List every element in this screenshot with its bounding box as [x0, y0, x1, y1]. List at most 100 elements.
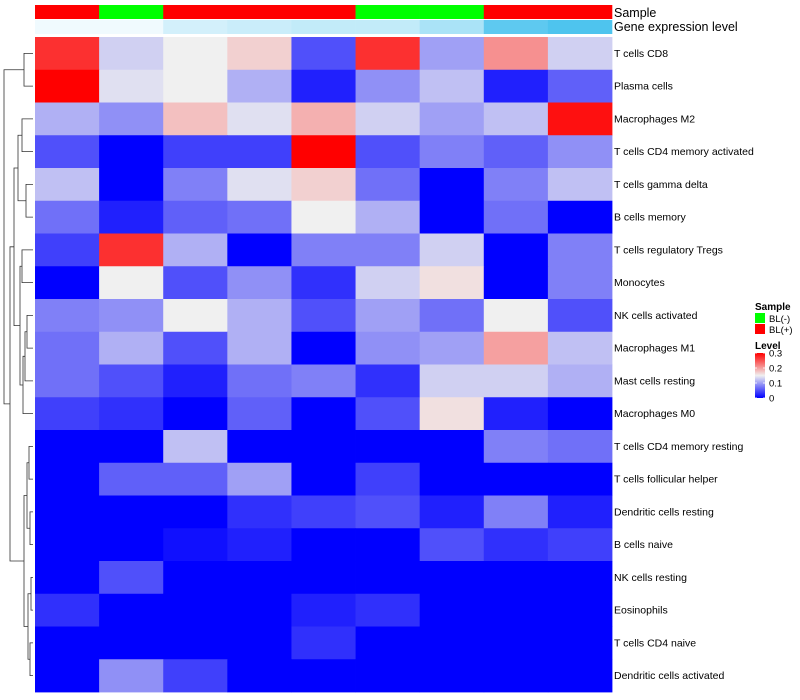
heatmap-cell — [547, 561, 613, 595]
legend-swatch-bl-pos — [755, 324, 765, 334]
heatmap-cell — [419, 331, 485, 365]
sample-annotation-cell — [547, 5, 613, 19]
heatmap-cell — [99, 200, 164, 234]
row-label: Macrophages M0 — [614, 408, 695, 420]
sample-annotation-cell — [99, 5, 164, 19]
heatmap-cell — [419, 561, 485, 595]
heatmap-cell — [99, 69, 164, 103]
legend-tick-label: 0 — [769, 394, 774, 405]
sample-annotation-cell — [227, 5, 292, 19]
heatmap-cell — [35, 200, 100, 234]
heatmap-cell — [355, 102, 421, 136]
heatmap-cell — [163, 528, 228, 562]
heatmap-cell — [483, 462, 549, 496]
heatmap-cell — [35, 37, 100, 71]
legend-swatch-bl-neg — [755, 313, 765, 323]
expression-annotation-title: Gene expression level — [614, 20, 738, 34]
heatmap-cell — [483, 299, 549, 333]
row-label: T cells CD4 memory activated — [614, 146, 754, 158]
row-label: Plasma cells — [614, 81, 673, 93]
heatmap-cell — [355, 200, 421, 234]
heatmap-cell — [355, 626, 421, 660]
heatmap-cell — [419, 659, 485, 693]
heatmap-cell — [227, 69, 292, 103]
heatmap-cell — [547, 430, 613, 464]
heatmap-cell — [35, 561, 100, 595]
heatmap-cell — [227, 37, 292, 71]
heatmap-cell — [291, 626, 356, 660]
dendrogram-branch — [26, 462, 30, 529]
heatmap-cell — [291, 397, 356, 431]
dendrogram-branch — [29, 642, 33, 677]
heatmap-cell — [419, 528, 485, 562]
heatmap-cell — [35, 331, 100, 365]
heatmap-cell — [163, 37, 228, 71]
heatmap-cell — [35, 233, 100, 267]
heatmap-cell — [99, 659, 164, 693]
dendrogram-branch — [3, 69, 24, 405]
heatmap-cell — [547, 659, 613, 693]
heatmap-cell — [227, 200, 292, 234]
heatmap-cell — [355, 593, 421, 627]
heatmap-cell — [99, 364, 164, 398]
heatmap-cell — [163, 430, 228, 464]
heatmap-cell — [355, 168, 421, 202]
heatmap-cell — [163, 659, 228, 693]
heatmap-cell — [99, 331, 164, 365]
heatmap-cell — [355, 299, 421, 333]
legend-tick-label: 0.1 — [769, 379, 782, 390]
sample-annotation-cell — [483, 5, 549, 19]
heatmap-cell — [547, 200, 613, 234]
sample-annotation-title: Sample — [614, 6, 656, 20]
heatmap-cell — [483, 168, 549, 202]
heatmap-cell — [547, 69, 613, 103]
legend-tick-label: 0.2 — [769, 364, 782, 375]
heatmap-cell — [483, 364, 549, 398]
heatmap-cell — [483, 69, 549, 103]
dendrogram-branch — [26, 314, 33, 349]
heatmap-cell — [163, 364, 228, 398]
heatmap-cell — [35, 397, 100, 431]
heatmap-cell — [227, 266, 292, 300]
row-label: T cells CD4 memory resting — [614, 441, 743, 453]
heatmap-cell — [483, 102, 549, 136]
heatmap-cell — [419, 364, 485, 398]
heatmap-cell — [163, 200, 228, 234]
legend-level-title: Level — [755, 341, 781, 352]
heatmap-cell — [419, 37, 485, 71]
heatmap-cell — [355, 266, 421, 300]
heatmap-cell — [547, 168, 613, 202]
heatmap-cell — [291, 430, 356, 464]
heatmap-cell — [35, 528, 100, 562]
heatmap-cell — [291, 233, 356, 267]
row-label: Eosinophils — [614, 605, 668, 617]
heatmap-cell — [99, 462, 164, 496]
dendrogram-branch — [19, 265, 23, 386]
heatmap-cell — [35, 495, 100, 529]
row-dendrogram — [3, 52, 33, 677]
heatmap-cell — [163, 233, 228, 267]
heatmap-cell — [355, 331, 421, 365]
heatmap-cell — [419, 168, 485, 202]
heatmap-cell — [547, 462, 613, 496]
heatmap-cell — [291, 528, 356, 562]
heatmap-cell — [227, 102, 292, 136]
expression-annotation-bar — [35, 20, 613, 34]
heatmap-cell — [163, 495, 228, 529]
heatmap-cell — [99, 626, 164, 660]
heatmap-cell — [483, 561, 549, 595]
heatmap-cell — [163, 593, 228, 627]
heatmap-cell — [355, 561, 421, 595]
heatmap-cell — [419, 430, 485, 464]
row-label: Mast cells resting — [614, 375, 695, 387]
heatmap-cell — [35, 430, 100, 464]
heatmap-cell — [163, 561, 228, 595]
heatmap-cell — [227, 397, 292, 431]
heatmap-cell — [99, 561, 164, 595]
heatmap-cell — [291, 364, 356, 398]
heatmap-cell — [291, 135, 356, 169]
legend-color-bar — [755, 353, 765, 398]
legend-level-ticks: 0.3 0.2 0.1 0 — [755, 349, 782, 405]
dendrogram-branch — [23, 52, 33, 87]
row-label: Dendritic cells resting — [614, 506, 714, 518]
